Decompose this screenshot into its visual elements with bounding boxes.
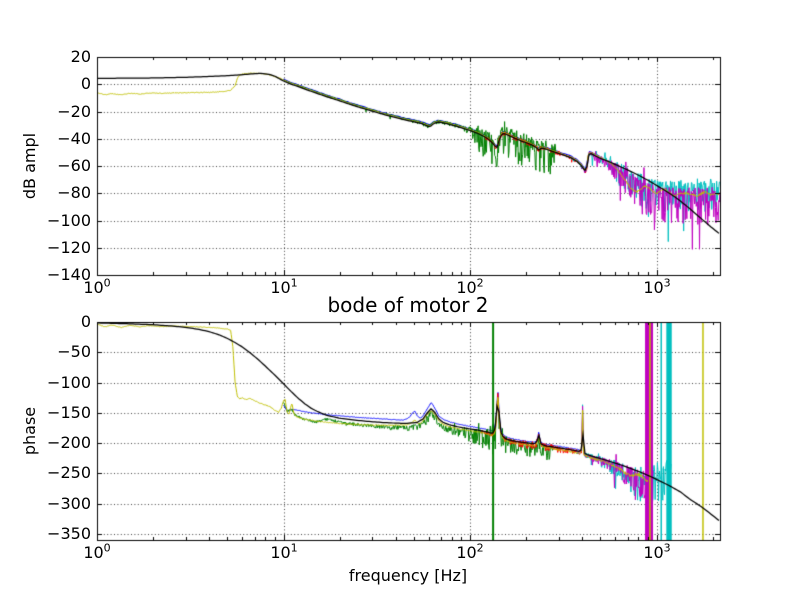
- tick-label: −140: [47, 265, 91, 284]
- tick-label: −100: [47, 373, 91, 392]
- tick-label: 103: [643, 276, 671, 297]
- tick-label: 0: [80, 312, 91, 331]
- tick-label: −40: [57, 129, 91, 148]
- tick-label: 101: [270, 276, 298, 297]
- tick-label: −80: [57, 183, 91, 202]
- tick-label: 102: [456, 276, 484, 297]
- x-axis-label: frequency [Hz]: [348, 566, 468, 585]
- plot-title: bode of motor 2: [327, 293, 489, 317]
- tick-label: 103: [643, 541, 671, 562]
- tick-label: −350: [47, 524, 91, 543]
- tick-label: 102: [456, 541, 484, 562]
- tick-label: 100: [83, 541, 111, 562]
- tick-label: −60: [57, 156, 91, 175]
- tick-label: −20: [57, 102, 91, 121]
- tick-label: −300: [47, 494, 91, 513]
- tick-label: −100: [47, 211, 91, 230]
- tick-label: 20: [70, 47, 91, 66]
- tick-label: −200: [47, 433, 91, 452]
- tick-label: 0: [80, 74, 91, 93]
- tick-label: 101: [270, 541, 298, 562]
- tick-label: 100: [83, 276, 111, 297]
- tick-label: −250: [47, 463, 91, 482]
- tick-label: −150: [47, 403, 91, 422]
- tick-label: −120: [47, 238, 91, 257]
- tick-label: −50: [57, 342, 91, 361]
